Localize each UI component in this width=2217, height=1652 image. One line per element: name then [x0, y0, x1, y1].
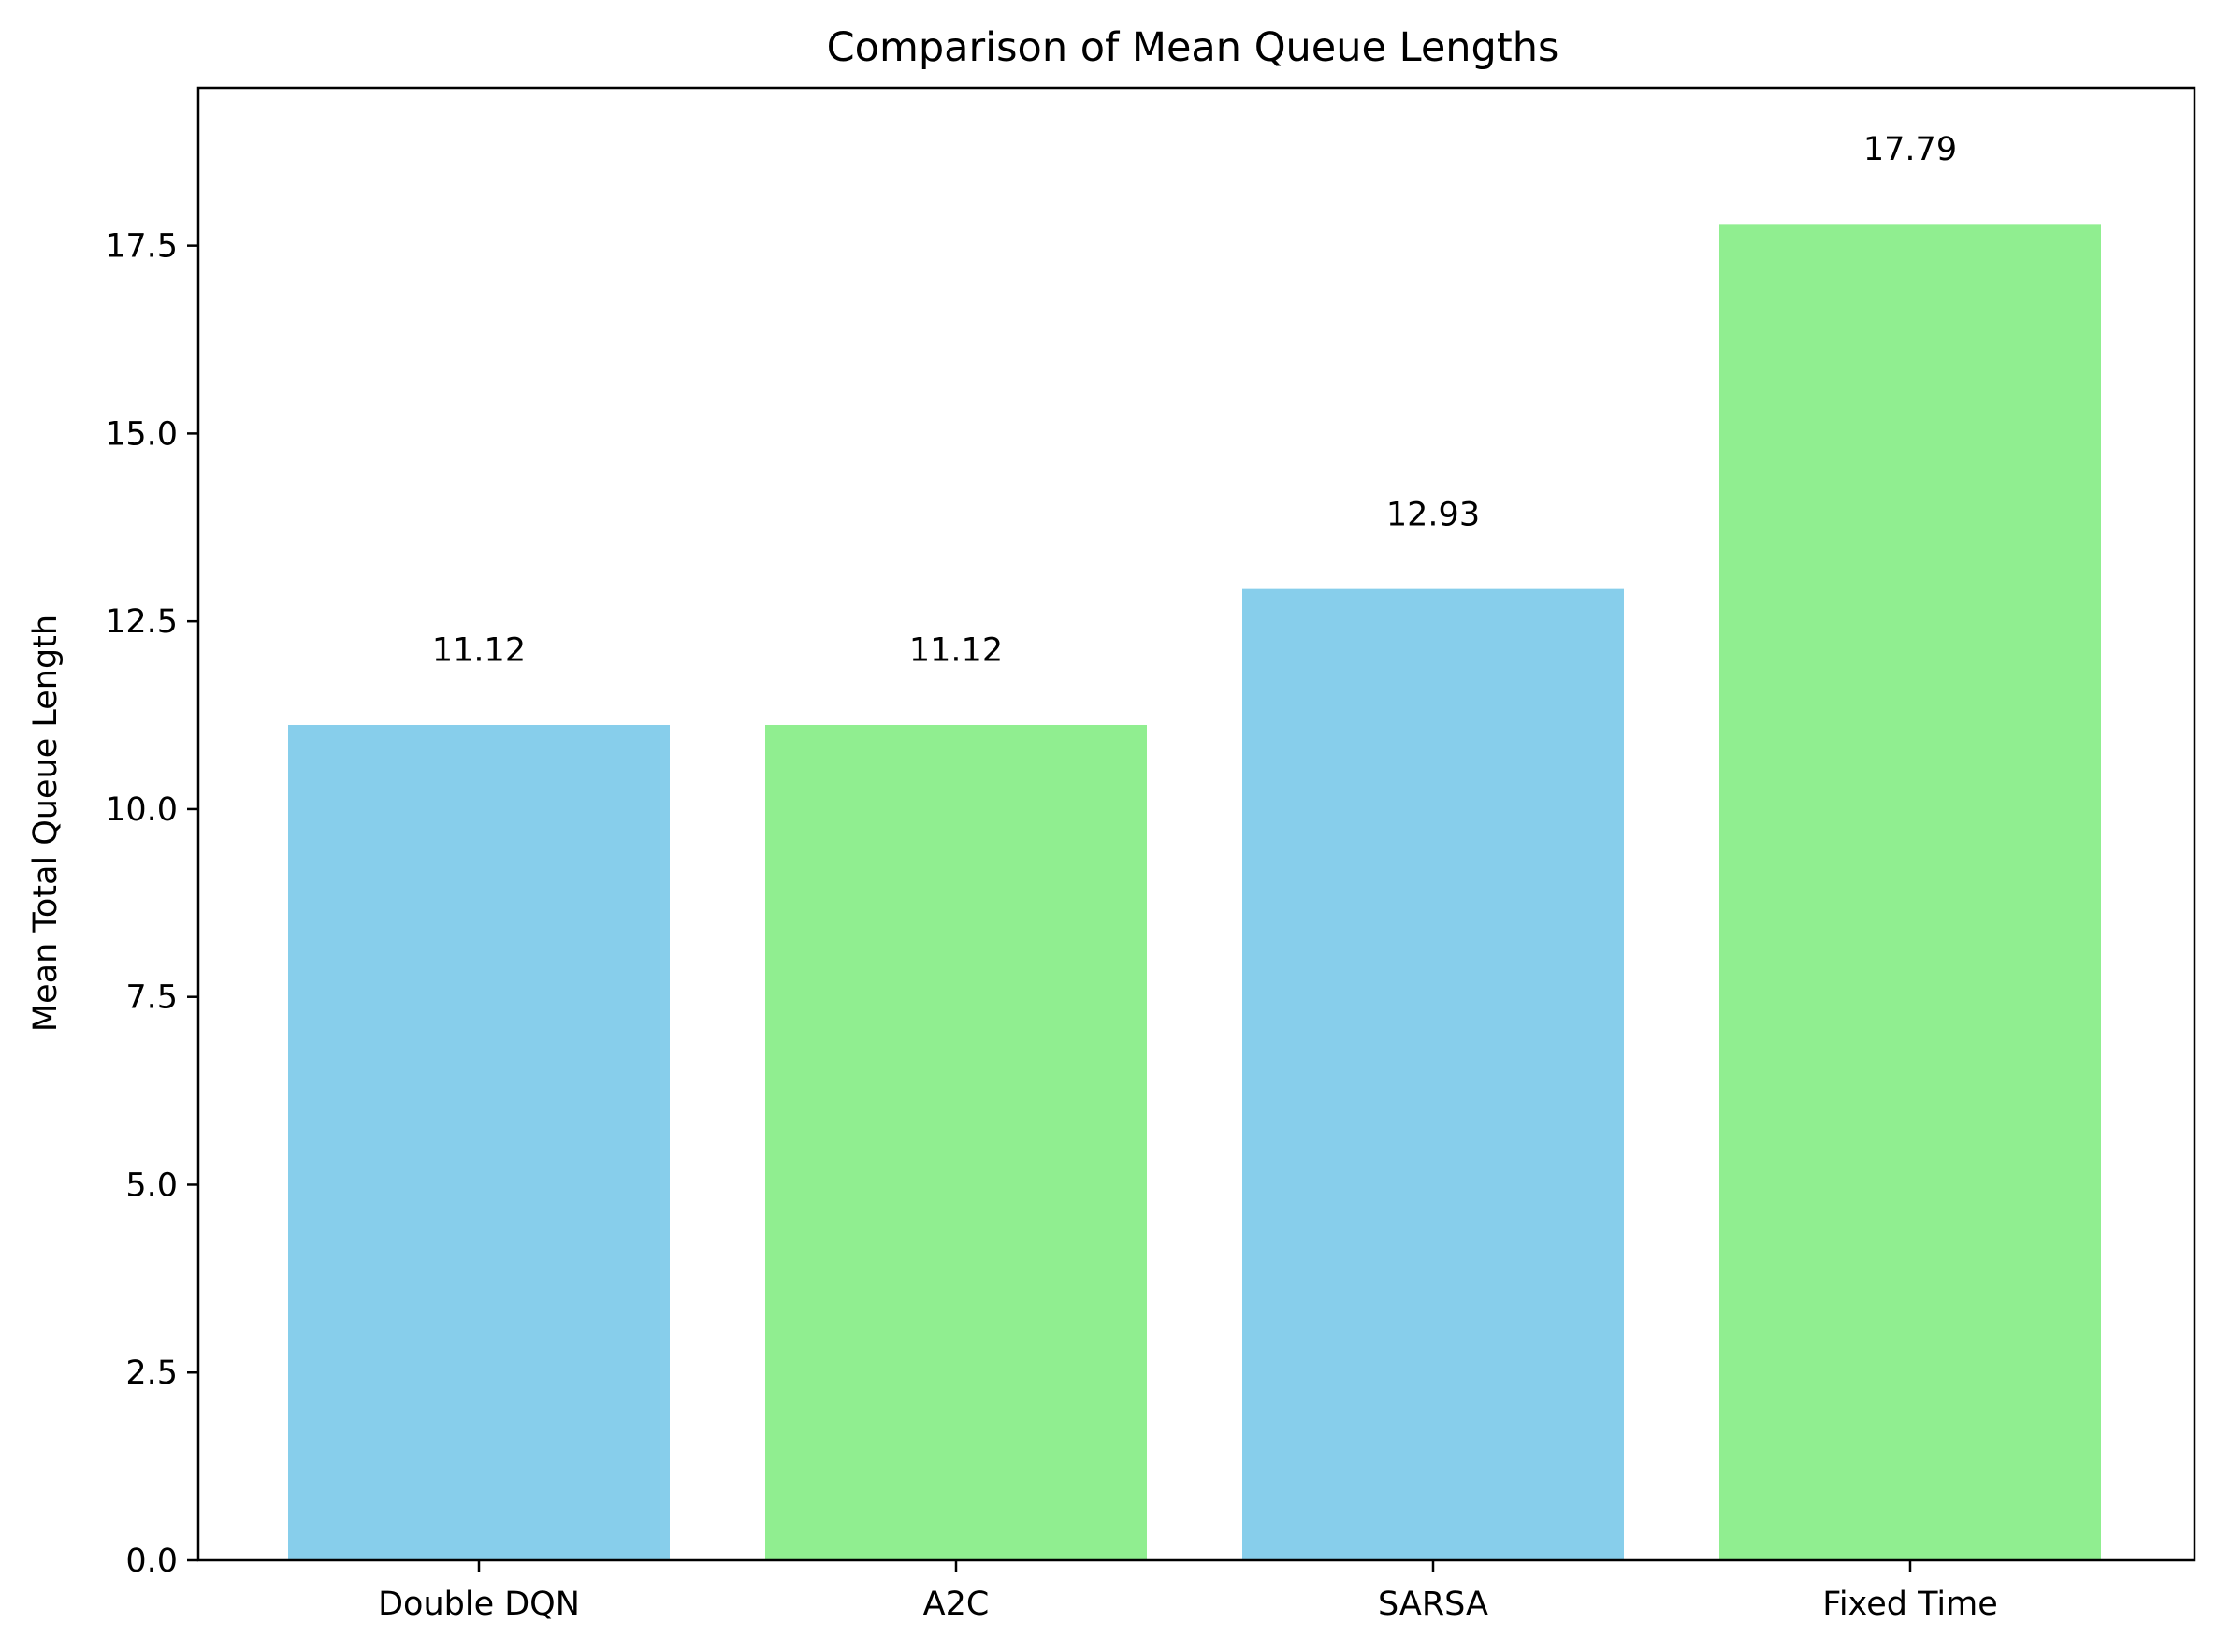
bar-a2c — [765, 724, 1147, 1560]
y-tick-label: 15.0 — [105, 415, 178, 453]
x-tick-label-a2c: A2C — [923, 1586, 990, 1623]
x-tick-label-fixed-time: Fixed Time — [1822, 1586, 1997, 1623]
data-labels-group: 11.12 11.12 12.93 17.79 — [432, 131, 1957, 670]
data-label-fixed-time: 17.79 — [1863, 131, 1957, 168]
y-tick-label: 7.5 — [125, 979, 178, 1017]
y-tick-label: 5.0 — [125, 1167, 178, 1204]
y-tick-label: 17.5 — [105, 228, 178, 266]
y-tick-label: 2.5 — [125, 1355, 178, 1392]
y-axis-label: Mean Total Queue Length — [27, 615, 65, 1032]
y-tick-label: 10.0 — [105, 791, 178, 829]
data-label-sarsa: 12.93 — [1386, 496, 1480, 533]
chart-title: Comparison of Mean Queue Lengths — [827, 24, 1559, 71]
bar-fixed-time — [1719, 224, 2101, 1560]
bar-sarsa — [1242, 588, 1624, 1560]
data-label-a2c: 11.12 — [909, 632, 1003, 670]
y-tick-label: 0.0 — [125, 1543, 178, 1580]
x-tick-label-double-dqn: Double DQN — [378, 1586, 580, 1623]
plot-area-frame — [196, 86, 2196, 1562]
data-label-double-dqn: 11.12 — [432, 632, 526, 670]
y-tick-label: 12.5 — [105, 603, 178, 641]
y-axis-ticks: 0.0 2.5 5.0 7.5 10.0 12.5 15.0 17.5 — [105, 228, 198, 1580]
x-axis-ticks: Double DQN A2C SARSA Fixed Time — [378, 1560, 1998, 1623]
bars-group — [288, 224, 2101, 1560]
x-tick-label-sarsa: SARSA — [1378, 1586, 1488, 1623]
bar-double-dqn — [288, 724, 670, 1560]
